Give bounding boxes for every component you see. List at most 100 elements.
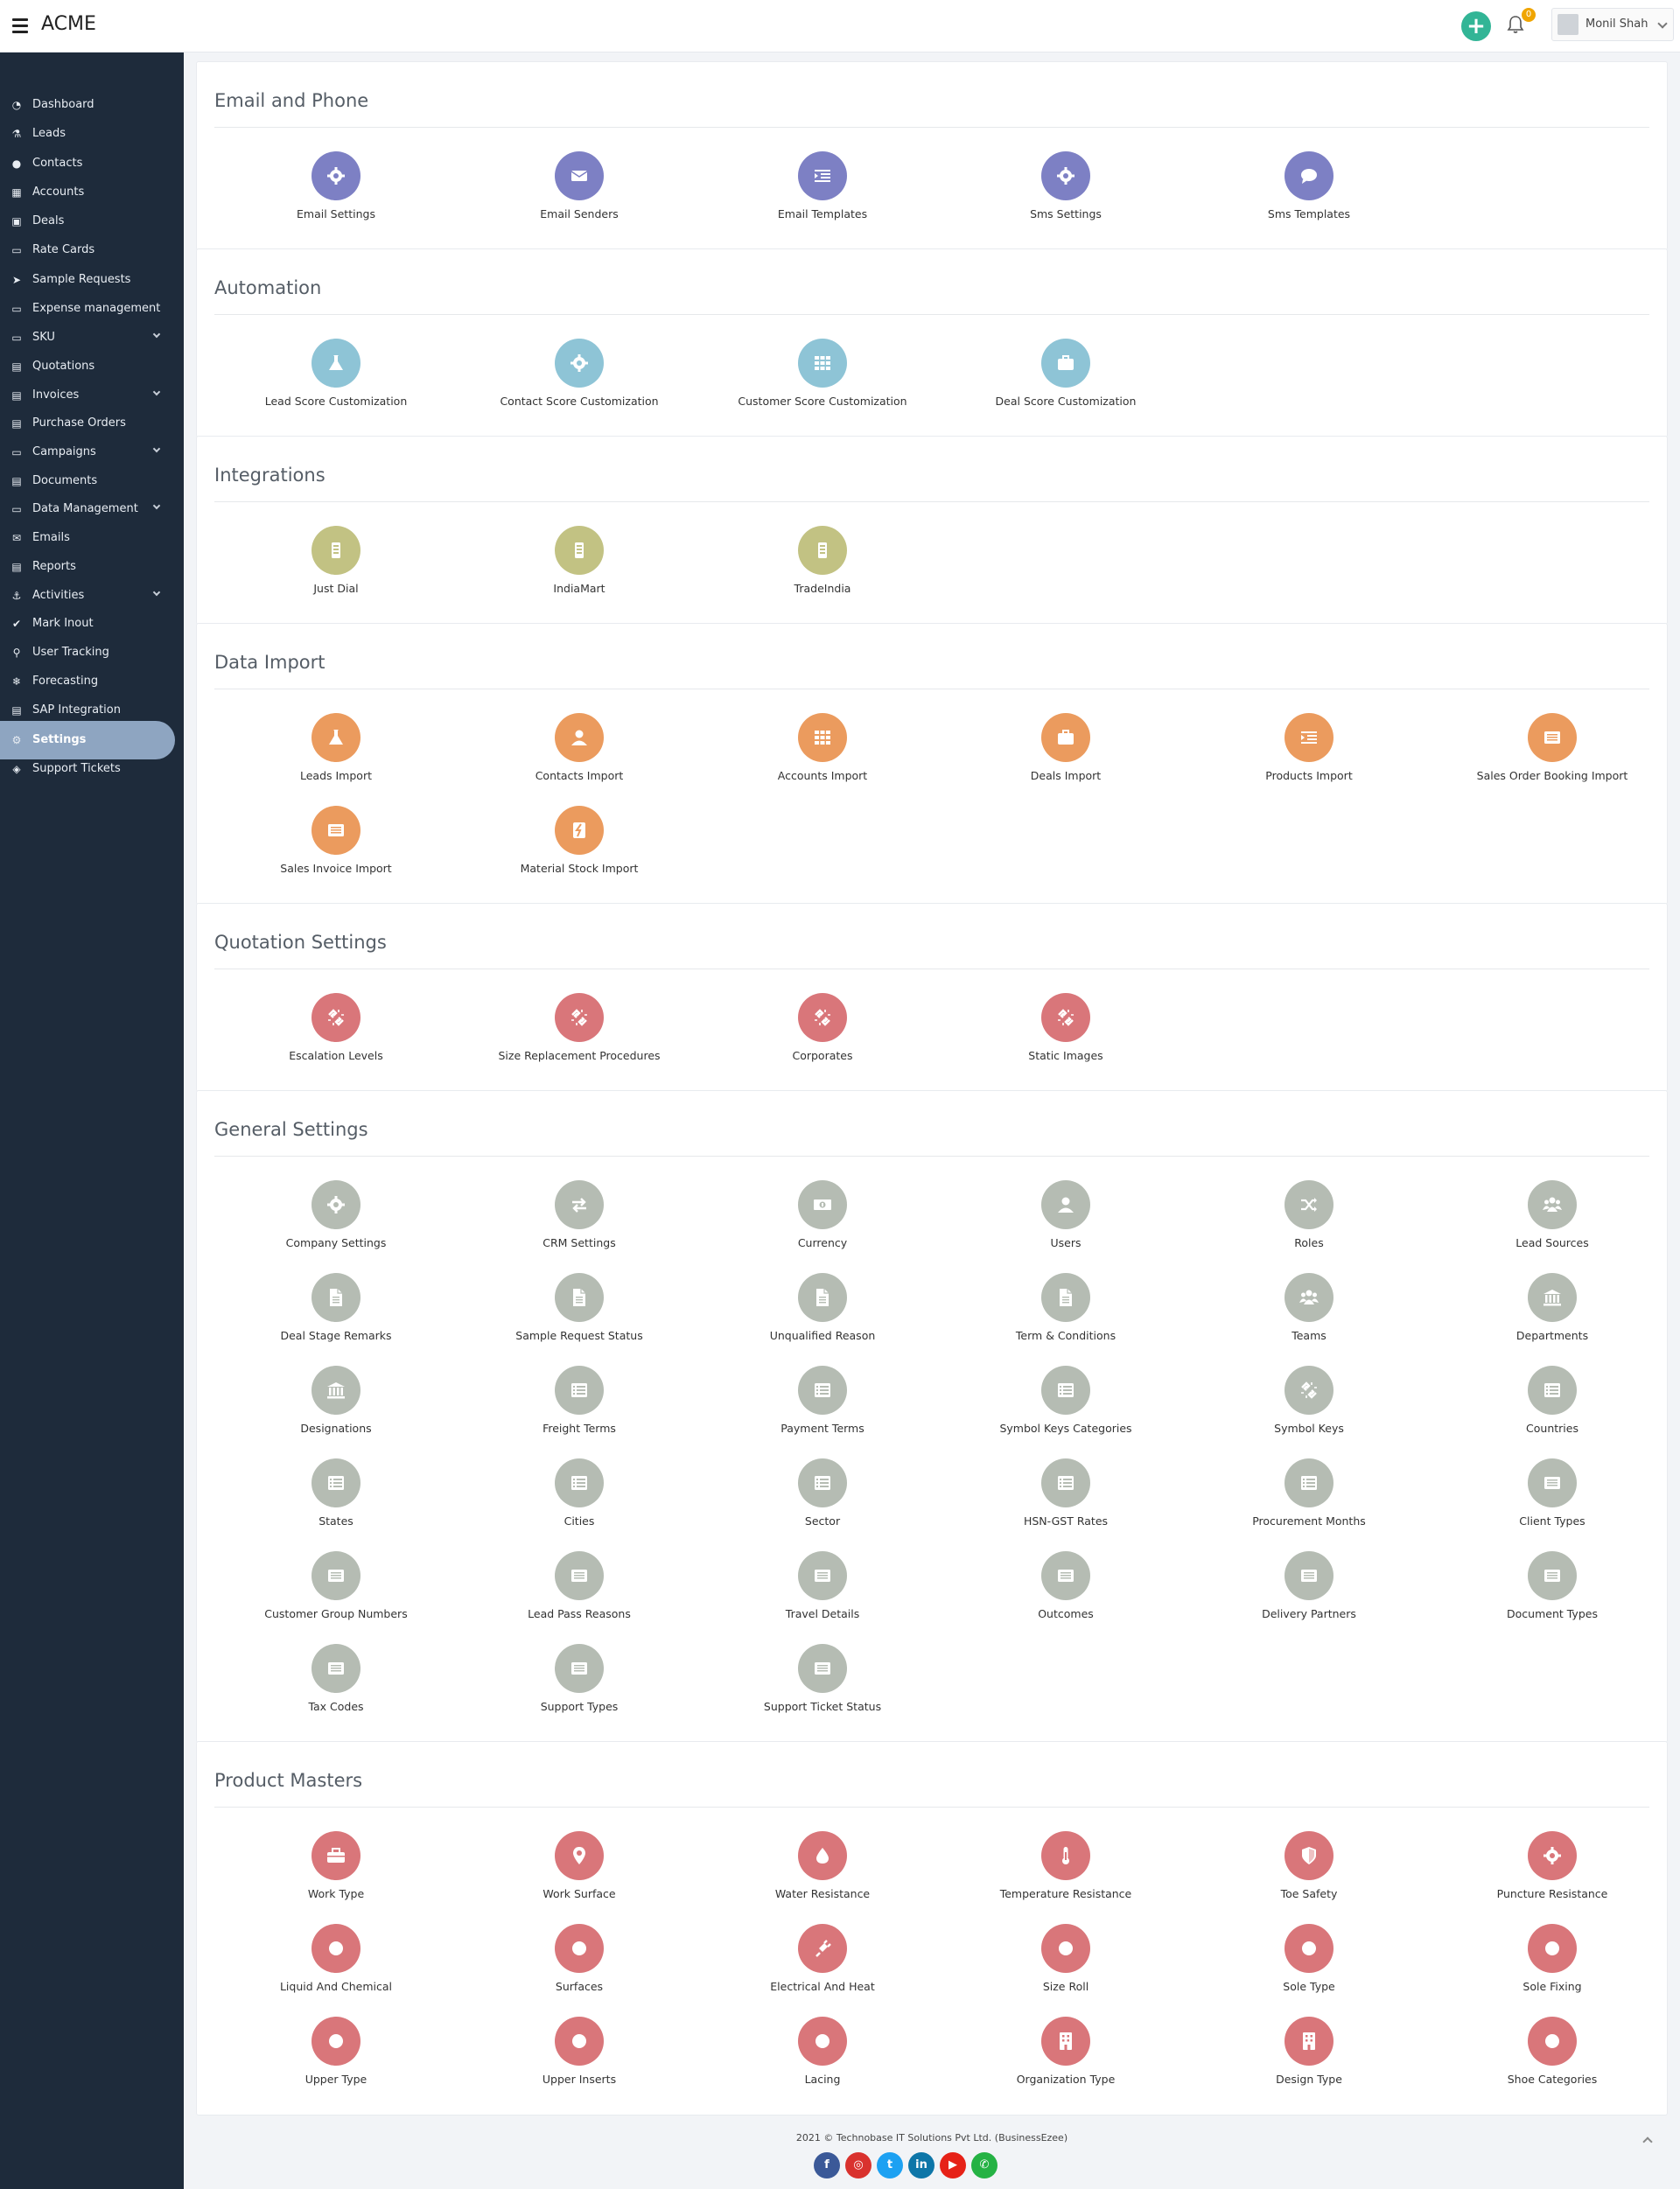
settings-tile-email-settings[interactable]: Email Settings bbox=[214, 151, 458, 230]
tile-label[interactable]: Designations bbox=[300, 1422, 372, 1435]
settings-tile-escalation-levels[interactable]: Escalation Levels bbox=[214, 993, 458, 1072]
sidebar-item-invoices[interactable]: ▤ Invoices bbox=[0, 376, 175, 415]
sidebar-item-documents[interactable]: ▤ Documents bbox=[0, 462, 175, 500]
sidebar-item-data-management[interactable]: ▭ Data Management bbox=[0, 490, 175, 528]
grid-icon[interactable] bbox=[798, 713, 847, 762]
card-list-icon[interactable] bbox=[798, 1551, 847, 1600]
toolbox-icon[interactable] bbox=[312, 1831, 360, 1880]
settings-tile-cities[interactable]: Cities bbox=[458, 1458, 701, 1537]
bank-icon[interactable] bbox=[312, 1366, 360, 1415]
gear-icon[interactable] bbox=[555, 339, 604, 388]
settings-tile-payment-terms[interactable]: Payment Terms bbox=[701, 1366, 944, 1444]
tile-label[interactable]: Support Types bbox=[540, 1700, 619, 1713]
circle-icon[interactable] bbox=[798, 2017, 847, 2066]
tablet-icon[interactable] bbox=[555, 526, 604, 575]
tile-label[interactable]: Sms Settings bbox=[1030, 207, 1102, 220]
indent-list-icon[interactable] bbox=[1284, 713, 1334, 762]
menu-icon[interactable] bbox=[12, 18, 28, 33]
tile-label[interactable]: Products Import bbox=[1265, 769, 1353, 782]
tile-label[interactable]: Symbol Keys Categories bbox=[999, 1422, 1132, 1435]
settings-tile-hsn-gst-rates[interactable]: HSN-GST Rates bbox=[944, 1458, 1187, 1537]
sidebar-item-quotations[interactable]: ▤ Quotations bbox=[0, 347, 175, 386]
tile-label[interactable]: Organization Type bbox=[1016, 2073, 1116, 2086]
settings-tile-indiamart[interactable]: IndiaMart bbox=[458, 526, 701, 605]
settings-tile-deal-score-customization[interactable]: Deal Score Customization bbox=[944, 339, 1187, 417]
sidebar-item-purchase-orders[interactable]: ▤ Purchase Orders bbox=[0, 404, 175, 443]
settings-tile-size-replacement-procedures[interactable]: Size Replacement Procedures bbox=[458, 993, 701, 1072]
list-icon[interactable] bbox=[798, 1458, 847, 1507]
tile-label[interactable]: HSN-GST Rates bbox=[1023, 1514, 1109, 1528]
list-icon[interactable] bbox=[1041, 1458, 1090, 1507]
tile-label[interactable]: Deal Stage Remarks bbox=[280, 1329, 392, 1342]
circle-icon[interactable] bbox=[1528, 1924, 1577, 1973]
sidebar-item-mark-inout[interactable]: ✔ Mark Inout bbox=[0, 605, 175, 643]
settings-tile-puncture-resistance[interactable]: Puncture Resistance bbox=[1431, 1831, 1674, 1910]
tile-label[interactable]: CRM Settings bbox=[542, 1236, 616, 1249]
tile-label[interactable]: Sales Invoice Import bbox=[280, 862, 392, 875]
thermometer-icon[interactable] bbox=[1041, 1831, 1090, 1880]
gear-icon[interactable] bbox=[312, 1180, 360, 1229]
building-icon[interactable] bbox=[1284, 2017, 1334, 2066]
tile-label[interactable]: Accounts Import bbox=[777, 769, 868, 782]
settings-tile-work-type[interactable]: Work Type bbox=[214, 1831, 458, 1910]
tile-label[interactable]: Deals Import bbox=[1030, 769, 1102, 782]
card-list-icon[interactable] bbox=[1528, 1458, 1577, 1507]
tile-label[interactable]: Water Resistance bbox=[774, 1887, 871, 1900]
settings-tile-email-senders[interactable]: Email Senders bbox=[458, 151, 701, 230]
tile-label[interactable]: Company Settings bbox=[285, 1236, 387, 1249]
tile-label[interactable]: IndiaMart bbox=[553, 582, 606, 595]
file-icon[interactable] bbox=[798, 1273, 847, 1322]
tile-label[interactable]: Sample Request Status bbox=[515, 1329, 643, 1342]
sidebar-item-sku[interactable]: ▭ SKU bbox=[0, 318, 175, 357]
tile-label[interactable]: Liquid And Chemical bbox=[279, 1980, 393, 1993]
tile-label[interactable]: Departments bbox=[1516, 1329, 1589, 1342]
list-icon[interactable] bbox=[1528, 1366, 1577, 1415]
unlink-icon[interactable] bbox=[555, 993, 604, 1042]
user-menu[interactable]: Monil Shah bbox=[1551, 8, 1674, 41]
settings-tile-sample-request-status[interactable]: Sample Request Status bbox=[458, 1273, 701, 1352]
settings-tile-organization-type[interactable]: Organization Type bbox=[944, 2017, 1187, 2095]
settings-tile-teams[interactable]: Teams bbox=[1187, 1273, 1431, 1352]
settings-tile-design-type[interactable]: Design Type bbox=[1187, 2017, 1431, 2095]
tablet-icon[interactable] bbox=[312, 526, 360, 575]
tile-label[interactable]: Contacts Import bbox=[535, 769, 624, 782]
settings-tile-lead-pass-reasons[interactable]: Lead Pass Reasons bbox=[458, 1551, 701, 1630]
settings-tile-liquid-and-chemical[interactable]: Liquid And Chemical bbox=[214, 1924, 458, 2003]
circle-icon[interactable] bbox=[555, 2017, 604, 2066]
tile-label[interactable]: Client Types bbox=[1519, 1514, 1586, 1528]
tile-label[interactable]: Term & Conditions bbox=[1015, 1329, 1116, 1342]
tile-label[interactable]: Shoe Categories bbox=[1507, 2073, 1598, 2086]
sidebar-item-activities[interactable]: ⚓ Activities bbox=[0, 577, 175, 615]
briefcase-icon[interactable] bbox=[1041, 713, 1090, 762]
tile-label[interactable]: Email Settings bbox=[297, 207, 375, 220]
circle-icon[interactable] bbox=[312, 2017, 360, 2066]
settings-tile-currency[interactable]: Currency bbox=[701, 1180, 944, 1259]
settings-tile-water-resistance[interactable]: Water Resistance bbox=[701, 1831, 944, 1910]
settings-tile-upper-inserts[interactable]: Upper Inserts bbox=[458, 2017, 701, 2095]
comment-icon[interactable] bbox=[1284, 151, 1334, 200]
settings-tile-users[interactable]: Users bbox=[944, 1180, 1187, 1259]
tile-label[interactable]: Temperature Resistance bbox=[999, 1887, 1132, 1900]
sidebar-item-sample-requests[interactable]: ➤ Sample Requests bbox=[0, 261, 175, 299]
settings-tile-countries[interactable]: Countries bbox=[1431, 1366, 1674, 1444]
unlink-icon[interactable] bbox=[1041, 993, 1090, 1042]
settings-tile-lead-sources[interactable]: Lead Sources bbox=[1431, 1180, 1674, 1259]
settings-tile-temperature-resistance[interactable]: Temperature Resistance bbox=[944, 1831, 1187, 1910]
tile-label[interactable]: Lead Score Customization bbox=[264, 395, 408, 408]
sidebar-item-settings[interactable]: ⚙ Settings bbox=[0, 721, 175, 759]
unlink-icon[interactable] bbox=[798, 993, 847, 1042]
users-icon[interactable] bbox=[1284, 1273, 1334, 1322]
settings-tile-contacts-import[interactable]: Contacts Import bbox=[458, 713, 701, 792]
tile-label[interactable]: Customer Group Numbers bbox=[264, 1607, 408, 1620]
settings-tile-sole-fixing[interactable]: Sole Fixing bbox=[1431, 1924, 1674, 2003]
sidebar-item-forecasting[interactable]: ❄ Forecasting bbox=[0, 662, 175, 701]
circle-icon[interactable] bbox=[312, 1924, 360, 1973]
briefcase-icon[interactable] bbox=[1041, 339, 1090, 388]
twitter-icon[interactable]: t bbox=[877, 2152, 903, 2179]
tile-label[interactable]: Upper Inserts bbox=[542, 2073, 617, 2086]
card-list-icon[interactable] bbox=[798, 1644, 847, 1693]
settings-tile-sole-type[interactable]: Sole Type bbox=[1187, 1924, 1431, 2003]
inventory-icon[interactable] bbox=[555, 806, 604, 855]
youtube-icon[interactable]: ▶ bbox=[940, 2152, 966, 2179]
brand-logo[interactable]: ACME bbox=[41, 13, 96, 35]
